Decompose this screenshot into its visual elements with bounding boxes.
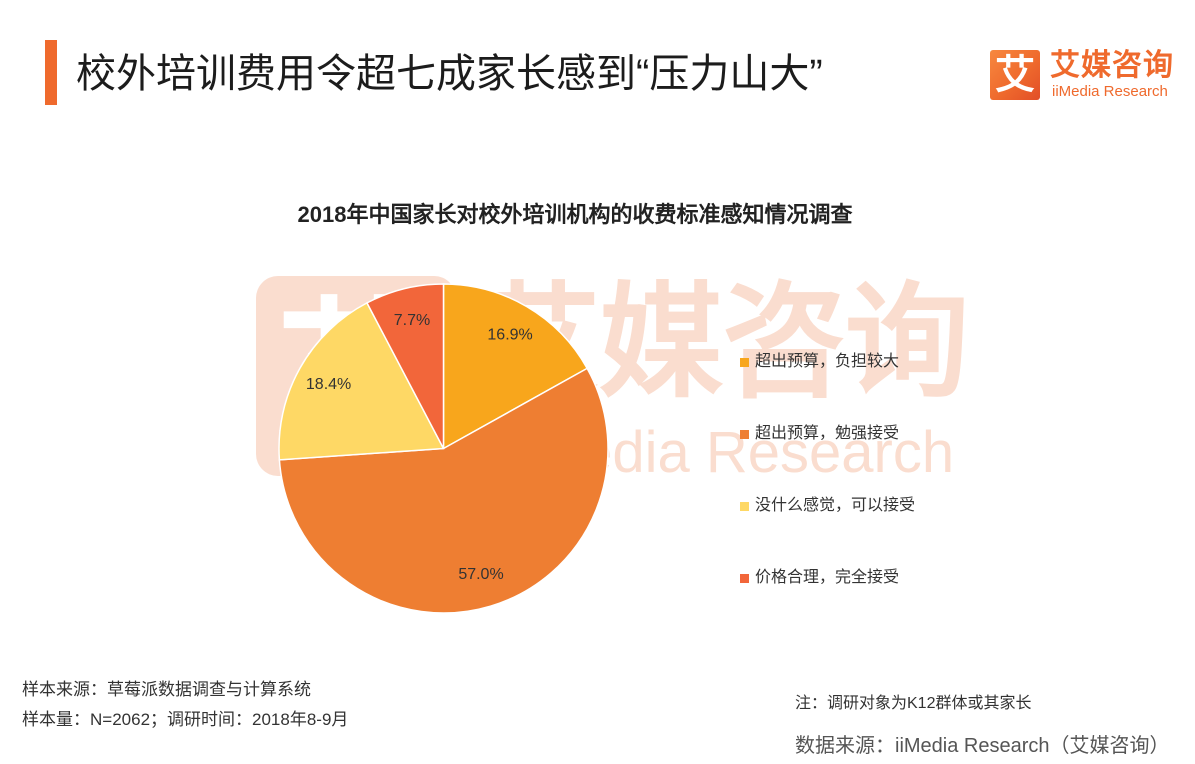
brand-logo-subtitle: iiMedia Research [1052, 83, 1168, 100]
pie-data-label-2: 57.0% [458, 566, 503, 583]
pie-slice-2 [278, 367, 609, 614]
pie-data-label-1: 16.9% [487, 327, 532, 344]
pie-slice-4 [365, 283, 445, 449]
legend-label-3: 没什么感觉，可以接受 [755, 497, 916, 514]
legend-label-1: 超出预算，负担较大 [755, 353, 900, 370]
legend-label-4: 价格合理，完全接受 [755, 569, 900, 586]
legend-swatch-2 [740, 430, 749, 439]
sample-size-and-period: 样本量：N=2062；调研时间：2018年8-9月 [22, 710, 349, 729]
title-accent-bar [45, 40, 57, 105]
pie-labels-group: 16.9% 57.0% 18.4% 7.7% [306, 312, 533, 583]
chart-legend: 超出预算，负担较大 超出预算，勉强接受 没什么感觉，可以接受 价格合理，完全接受 [740, 351, 1000, 639]
brand-logo-mark: 艾 [990, 50, 1040, 100]
sample-source: 样本来源：草莓派数据调查与计算系统 [22, 680, 311, 699]
pie-data-label-3: 18.4% [306, 376, 351, 393]
pie-chart: 16.9% 57.0% 18.4% 7.7% [278, 283, 609, 614]
chart-title: 2018年中国家长对校外培训机构的收费标准感知情况调查 [297, 202, 853, 227]
pie-slice-1 [442, 283, 589, 450]
pie-slices-group [278, 283, 609, 614]
survey-note: 注：调研对象为K12群体或其家长 [795, 695, 1032, 712]
legend-item-1: 超出预算，负担较大 [740, 351, 1000, 373]
data-source: 数据来源：iiMedia Research（艾媒咨询） [795, 735, 1170, 757]
legend-swatch-3 [740, 502, 749, 511]
legend-item-4: 价格合理，完全接受 [740, 567, 1000, 589]
legend-label-2: 超出预算，勉强接受 [755, 425, 900, 442]
pie-data-label-4: 7.7% [394, 312, 430, 329]
brand-logo-name: 艾媒咨询 [1050, 49, 1174, 82]
legend-swatch-4 [740, 574, 749, 583]
legend-item-3: 没什么感觉，可以接受 [740, 495, 1000, 517]
legend-swatch-1 [740, 358, 749, 367]
legend-item-2: 超出预算，勉强接受 [740, 423, 1000, 445]
page-title: 校外培训费用令超七成家长感到“压力山大” [76, 52, 823, 96]
pie-slice-3 [278, 301, 445, 461]
